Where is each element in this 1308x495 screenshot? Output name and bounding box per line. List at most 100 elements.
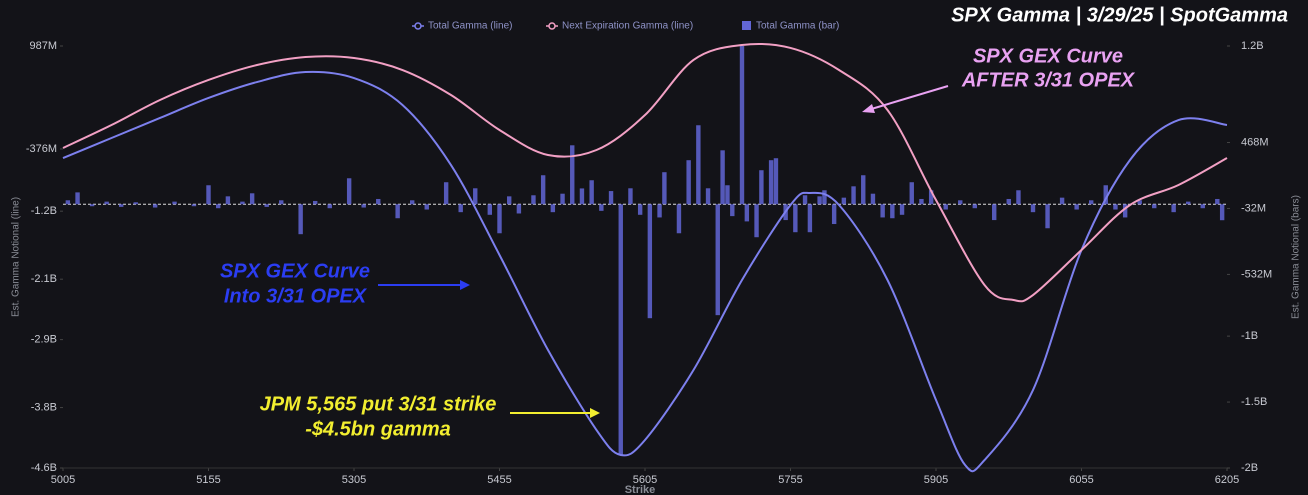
bar [928,190,934,205]
y2-tick-label: -532M [1241,268,1272,280]
bar [822,190,827,205]
annotation: JPM 5,565 put 3/31 strike [260,393,497,415]
bar [1089,200,1094,205]
bar [395,204,400,219]
bar [1200,204,1205,209]
bar [443,182,449,205]
bar [1030,204,1036,213]
bar [279,200,284,205]
bar [773,158,779,205]
bar [497,204,502,234]
x-tick-label: 5605 [633,474,657,486]
bar [560,193,565,205]
y2-tick-label: -1B [1241,330,1258,342]
bar [725,185,730,205]
bar [890,204,895,219]
bar [851,186,856,205]
line [62,42,1228,303]
x-tick-label: 6055 [1069,474,1093,486]
bar [831,204,837,225]
bar [1113,204,1118,210]
chart-title: SPX Gamma | 3/29/25 | SpotGamma [951,4,1288,26]
bar [870,193,876,205]
bar [696,125,701,205]
bar [1045,204,1050,229]
bar [899,204,905,215]
bar [759,170,764,205]
y2-tick-label: 468M [1241,136,1269,148]
y2-tick-label: -32M [1241,202,1266,214]
bar [589,180,594,205]
bar [1059,197,1065,205]
y-tick-label: -2.9B [31,334,57,346]
bar [327,204,332,209]
y2-tick-label: -1.5B [1241,396,1267,408]
bar [880,204,885,218]
bar [662,172,667,205]
y2-tick-label: 1.2B [1241,40,1264,52]
y-tick-label: 987M [29,40,57,52]
bar [206,185,211,205]
bar [540,175,546,205]
bar [647,204,653,319]
x-tick-label: 5155 [196,474,220,486]
y-axis-title: Est. Gamma Notional (line) [11,197,22,317]
bar [1171,204,1176,213]
line [62,70,1228,473]
x-tick-label: 5005 [51,474,75,486]
bar [730,204,735,217]
bar [909,182,914,205]
legend-marker [742,21,751,30]
y-tick-label: -2.1B [31,273,57,285]
bar [225,196,231,205]
bar [992,204,997,221]
bar [1186,201,1191,205]
bar [919,198,924,205]
bar [376,198,381,205]
bar [298,204,303,235]
bar [628,188,633,205]
x-tick-label: 5455 [487,474,511,486]
bar [507,196,512,205]
bar [240,201,245,205]
bar [313,200,318,205]
bar [570,145,575,205]
bar [817,196,822,205]
bar [172,201,177,205]
y2-tick-label: -2B [1241,462,1258,474]
arrow-head [862,104,875,113]
legend-marker [414,22,422,30]
bar [133,202,138,205]
bar [75,192,80,205]
bar [458,204,463,213]
bar [487,204,492,215]
legend-label: Next Expiration Gamma (line) [562,21,693,32]
bar [216,204,221,209]
bar [346,178,352,205]
bar [720,150,725,205]
y-tick-label: -376M [26,143,57,155]
bar [768,160,774,205]
bar [744,204,750,222]
bar [424,204,429,210]
bar [249,193,255,205]
bar [608,191,614,205]
bar [657,204,662,218]
legend-label: Total Gamma (line) [428,21,512,32]
bar [65,200,71,205]
bar [841,197,847,205]
bar [152,204,158,208]
bar [119,204,124,207]
bar [473,188,478,205]
y-tick-label: -1.2B [31,205,57,217]
bar [531,195,536,205]
bar [807,204,813,233]
bar [802,195,808,205]
annotation-arrow [867,85,949,111]
bar [686,160,691,205]
annotation: SPX GEX Curve [220,260,370,282]
bar [264,204,269,207]
plot-area: 987M -376M -1.2B -2.1B -2.9B -3.8B -4.6B 1.2B 46… [26,40,1272,486]
annotation: Into 3/31 OPEX [224,285,368,307]
